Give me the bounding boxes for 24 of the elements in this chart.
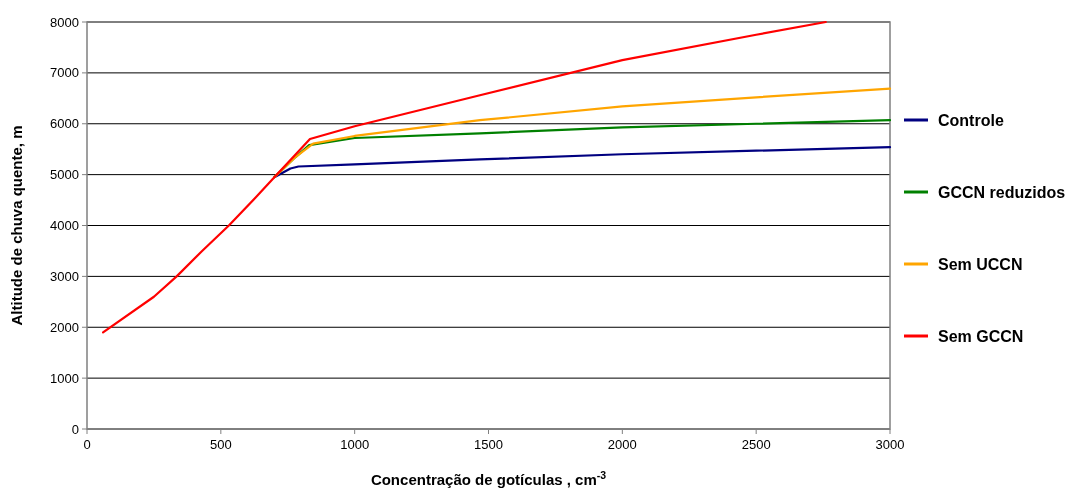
x-axis-title: Concentração de gotículas , cm$^{-3}$ — [370, 469, 607, 488]
x-tick-label: 2500 — [741, 437, 771, 452]
y-tick-label: 2000 — [50, 319, 79, 335]
y-tick-label: 0 — [71, 421, 79, 437]
legend-label: GCCN reduzidos — [938, 184, 1066, 201]
legend-label: Sem GCCN — [938, 328, 1024, 345]
x-tick-label: 0 — [83, 437, 91, 452]
y-tick-label: 8000 — [50, 14, 79, 30]
x-tick-label: 500 — [209, 437, 232, 452]
y-tick-label: 7000 — [50, 65, 79, 81]
y-tick-label: 6000 — [50, 116, 79, 132]
y-axis-title: Altitude de chuva quente, m — [8, 125, 25, 326]
x-tick-label: 1000 — [340, 437, 370, 452]
y-tick-label: 3000 — [50, 268, 79, 284]
line-series — [101, 20, 827, 334]
line-series — [273, 87, 892, 179]
x-tick-label: 2000 — [607, 437, 637, 452]
y-tick-label: 4000 — [50, 218, 79, 233]
y-tick-label: 1000 — [50, 370, 79, 386]
x-tick-label: 1500 — [474, 437, 503, 452]
y-tick-label: 5000 — [50, 167, 79, 183]
x-tick-label: 3000 — [875, 437, 905, 452]
legend-label: Sem UCCN — [938, 256, 1023, 273]
legend-label: Controle — [938, 112, 1004, 129]
